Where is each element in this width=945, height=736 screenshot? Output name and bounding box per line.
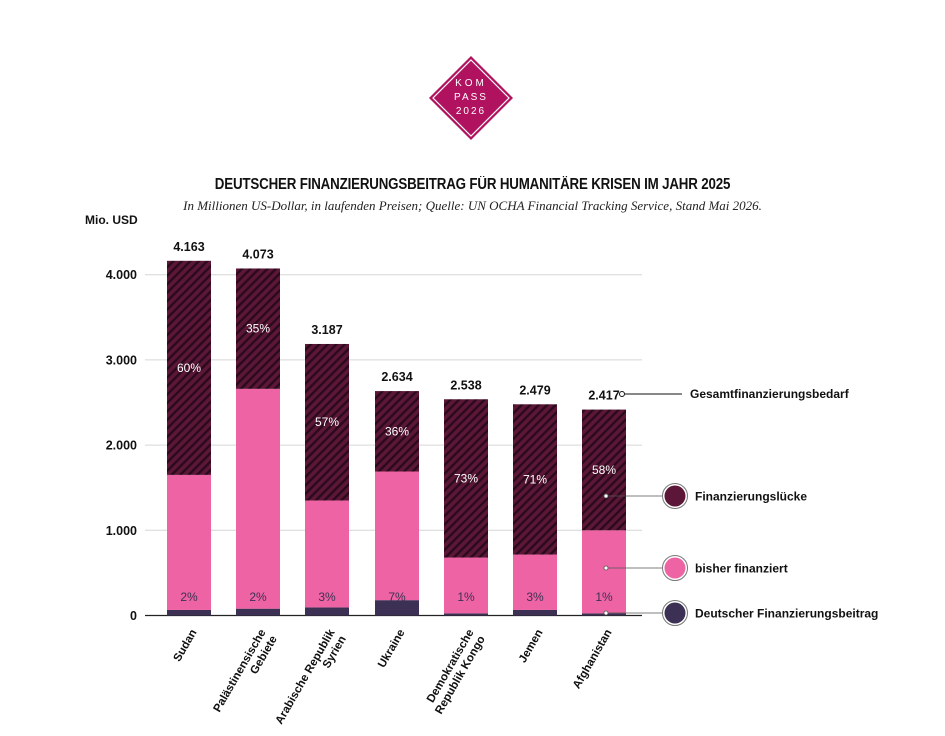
category-label-line: Jemen	[517, 628, 546, 666]
logo-diamond-outer	[429, 56, 513, 140]
legend-german-contribution-swatch	[664, 602, 686, 624]
gap-percentage-label: 36%	[385, 424, 409, 438]
bar-german-contribution	[375, 600, 419, 616]
german-percentage-label: 1%	[457, 590, 475, 604]
category-label: Afghanistan	[571, 628, 615, 692]
gap-percentage-label: 71%	[523, 472, 547, 486]
category-label-line: Ukraine	[376, 628, 407, 671]
category-label: DemokratischeRepublik Kongo	[422, 628, 488, 717]
bar-funding-gap	[375, 391, 419, 472]
bar-funding-gap	[167, 260, 211, 475]
german-percentage-label: 3%	[526, 590, 544, 604]
labels: Mio. USD 0 1.000 2.000 3.000 4.000 4.163 60% 2% S…	[85, 213, 620, 733]
bar-german-contribution	[167, 609, 211, 616]
legend-funding-gap-label: Finanzierungslücke	[695, 490, 807, 504]
chart-title: DEUTSCHER FINANZIERUNGSBEITRAG FÜR HUMAN…	[214, 176, 731, 193]
legend: Gesamtfinanzierungsbedarf Finanzierungslü…	[603, 387, 878, 626]
bar-german-contribution	[513, 609, 557, 616]
total-value-label: 4.073	[242, 247, 273, 261]
legend-total-label: Gesamtfinanzierungsbedarf	[690, 387, 850, 401]
total-value-label: 4.163	[173, 240, 204, 254]
gap-percentage-label: 58%	[592, 463, 616, 477]
german-percentage-label: 2%	[180, 590, 198, 604]
chart-subtitle: In Millionen US-Dollar, in laufenden Pre…	[183, 198, 762, 213]
legend-funded-swatch	[664, 557, 686, 579]
y-tick-label: 4.000	[106, 268, 137, 282]
bars	[167, 260, 626, 616]
legend-total-marker	[619, 391, 625, 397]
kompass-logo: KOM PASS 2026	[427, 54, 515, 142]
legend-funded-label: bisher finanziert	[695, 562, 788, 576]
total-value-label: 3.187	[311, 323, 342, 337]
bar-funded	[582, 530, 626, 614]
bar-funded	[305, 500, 349, 608]
bar-funding-gap	[236, 268, 280, 389]
german-percentage-label: 1%	[595, 590, 613, 604]
bar-funded	[444, 557, 488, 614]
bar-funded	[375, 471, 419, 601]
y-axis-label: Mio. USD	[85, 213, 138, 227]
german-percentage-label: 2%	[249, 590, 267, 604]
legend-funding-gap-dot	[603, 493, 609, 499]
gap-percentage-label: 73%	[454, 471, 478, 485]
bar-german-contribution	[236, 608, 280, 616]
logo-line-1: KOM	[455, 78, 487, 89]
bar-german-contribution	[444, 613, 488, 616]
bar-german-contribution	[582, 613, 626, 616]
total-value-label: 2.538	[450, 378, 481, 392]
gap-percentage-label: 60%	[177, 361, 201, 375]
category-label: Sudan	[172, 628, 200, 664]
logo-line-3: 2026	[456, 106, 486, 117]
category-label: Jemen	[517, 628, 546, 666]
category-label: Ukraine	[376, 628, 407, 671]
legend-funded-dot	[603, 565, 609, 571]
total-value-label: 2.479	[519, 383, 550, 397]
gap-percentage-label: 35%	[246, 322, 270, 336]
y-tick-label: 3.000	[106, 353, 137, 367]
legend-funding-gap-swatch	[664, 485, 686, 507]
bar-funding-gap	[582, 409, 626, 531]
bar-funded	[513, 554, 557, 610]
category-label: Arabische RepublikSyrien	[274, 627, 350, 733]
category-label-line: Sudan	[172, 628, 200, 664]
category-label-line: Arabische Republik	[274, 627, 338, 727]
bar-funded	[236, 388, 280, 609]
german-percentage-label: 7%	[388, 590, 406, 604]
bar-funding-gap	[305, 343, 349, 501]
bar-funded	[167, 474, 211, 610]
bar-german-contribution	[305, 607, 349, 616]
legend-german-contribution-label: Deutscher Finanzierungsbeitrag	[695, 607, 878, 621]
legend-german-contribution-dot	[603, 610, 609, 616]
gap-percentage-label: 57%	[315, 415, 339, 429]
y-tick-label: 1.000	[106, 524, 137, 538]
german-percentage-label: 3%	[318, 590, 336, 604]
logo-line-2: PASS	[454, 92, 488, 103]
category-label-line: Afghanistan	[571, 628, 615, 692]
kompass-diamond-logo: KOM PASS 2026	[429, 56, 513, 140]
y-tick-label: 2.000	[106, 439, 137, 453]
y-tick-label: 0	[130, 609, 137, 623]
bar-funding-gap	[513, 404, 557, 555]
logo-diamond-inner-border	[432, 59, 510, 137]
total-value-label: 2.417	[588, 389, 619, 403]
category-label: PalästinensischeGebiete	[212, 628, 280, 721]
bar-funding-gap	[444, 399, 488, 558]
total-value-label: 2.634	[381, 370, 412, 384]
